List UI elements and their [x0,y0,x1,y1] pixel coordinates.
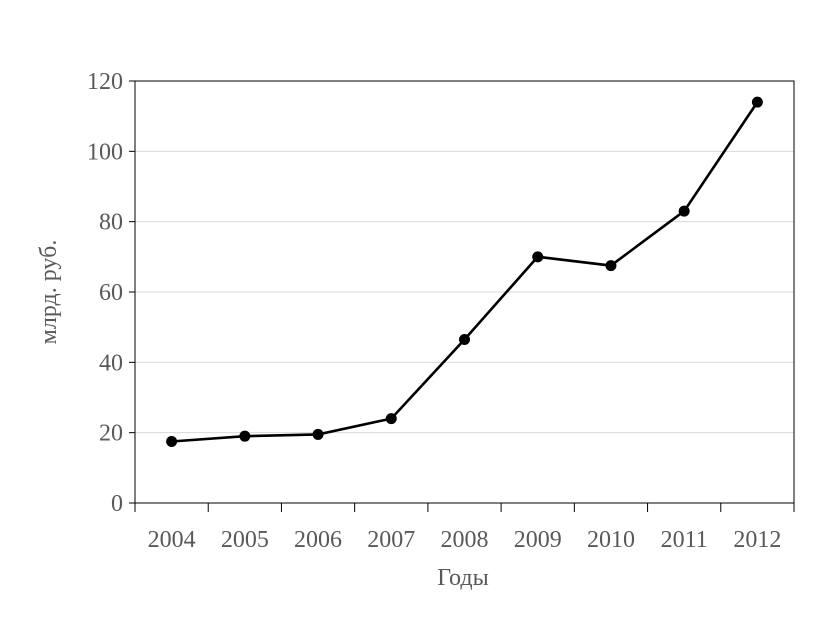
y-axis-title: млрд. руб. [36,240,62,345]
data-point [385,413,397,425]
data-point [751,96,763,108]
y-tick-label: 100 [87,139,123,165]
data-point [166,435,178,447]
plot-frame [134,80,795,504]
data-point [239,430,251,442]
data-point [605,260,617,272]
x-tick-label: 2005 [221,527,269,553]
x-tick-label: 2012 [733,527,781,553]
x-tick-label: 2011 [661,527,708,553]
x-tick-label: 2010 [587,527,635,553]
y-tick-label: 80 [99,210,123,236]
x-tick-label: 2004 [148,527,196,553]
y-tick-label: 0 [111,491,123,517]
x-tick-label: 2006 [294,527,342,553]
data-point [532,251,544,263]
tick-labels: 0 20 40 60 80 100 120 2004 2005 2006 2007 2008 2009 2… [87,69,781,553]
y-tick-label: 120 [87,69,123,95]
x-axis-title: Годы [437,565,488,591]
x-tick-label: 2009 [514,527,562,553]
axes [129,80,795,512]
y-tick-label: 60 [99,280,123,306]
series [166,96,763,447]
y-tick-label: 20 [99,421,123,447]
data-point [678,205,690,217]
data-point [459,333,470,345]
data-point [312,428,324,440]
gridlines [135,80,794,434]
y-tick-label: 40 [99,350,123,376]
x-tick-label: 2007 [367,527,415,553]
x-tick-label: 2008 [441,527,489,553]
series-line [171,101,759,443]
